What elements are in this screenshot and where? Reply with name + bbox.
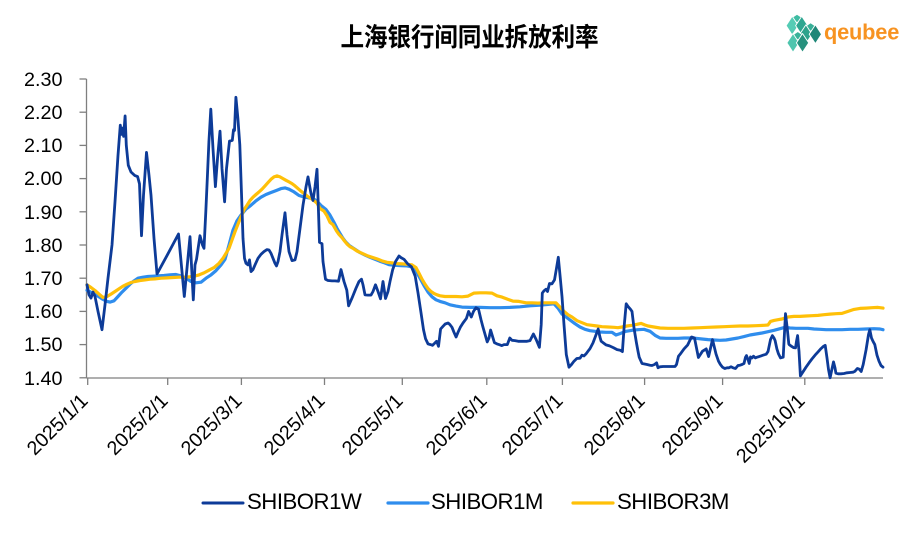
svg-text:qeubee: qeubee: [824, 20, 899, 45]
